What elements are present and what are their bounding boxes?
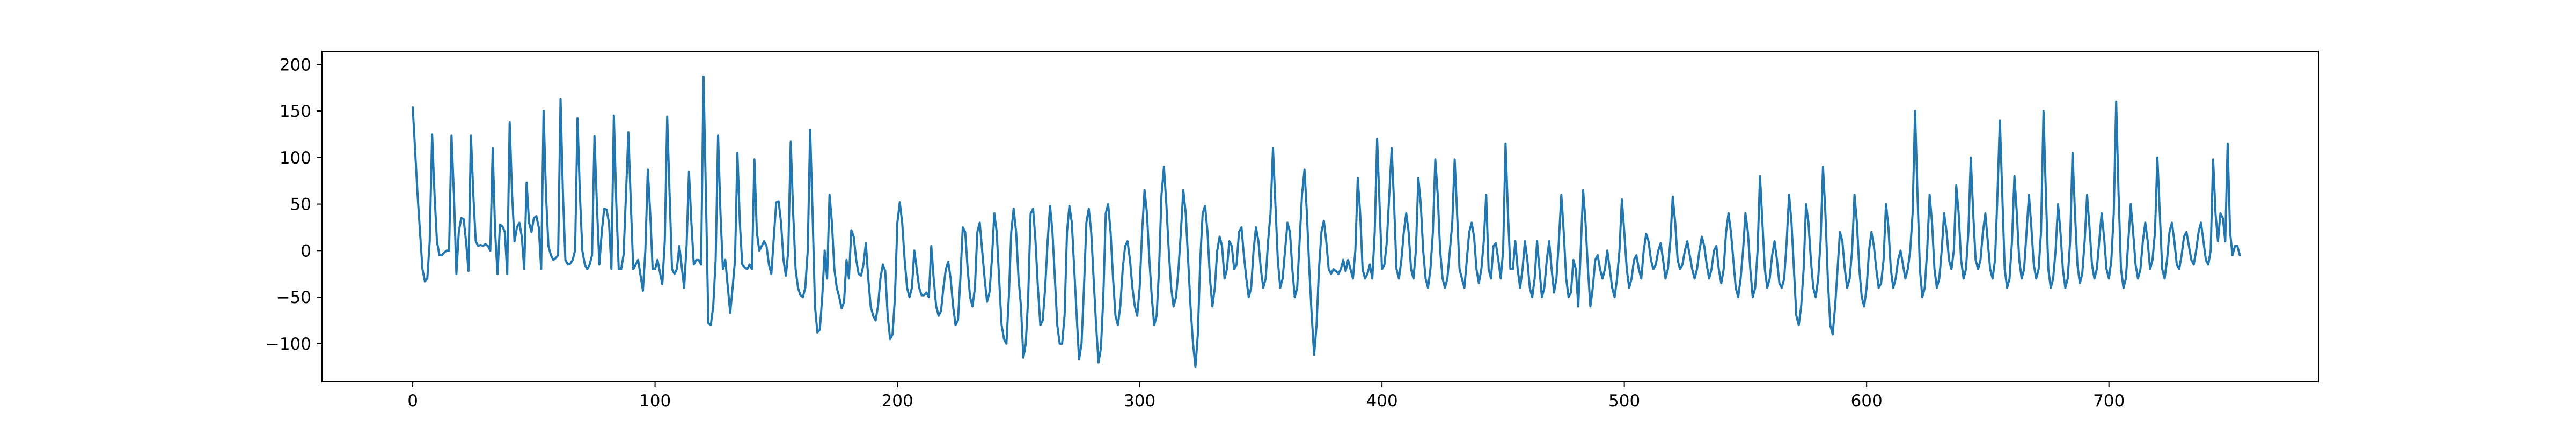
y-tick-label: 150	[280, 102, 311, 121]
x-tick-label: 200	[882, 391, 913, 411]
axes-frame	[322, 51, 2318, 382]
x-tick-label: 400	[1366, 391, 1398, 411]
y-tick-label: 50	[290, 195, 311, 214]
x-tick-label: 0	[407, 391, 418, 411]
x-tick-label: 700	[2093, 391, 2125, 411]
y-tick-label: 100	[280, 149, 311, 168]
x-axis: 0 100 200 300 400 500 600 700	[407, 382, 2125, 411]
plot-area	[413, 77, 2240, 367]
series-line	[413, 77, 2240, 367]
x-tick-label: 500	[1608, 391, 1640, 411]
y-tick-label: 200	[280, 55, 311, 75]
y-tick-label: −100	[266, 335, 311, 354]
x-tick-label: 100	[639, 391, 671, 411]
x-tick-label: 600	[1851, 391, 1883, 411]
x-tick-label: 300	[1124, 391, 1155, 411]
y-axis: −100 −50 0 50 100 150 200	[266, 55, 322, 354]
y-tick-label: −50	[276, 288, 311, 307]
y-tick-label: 0	[301, 241, 311, 261]
